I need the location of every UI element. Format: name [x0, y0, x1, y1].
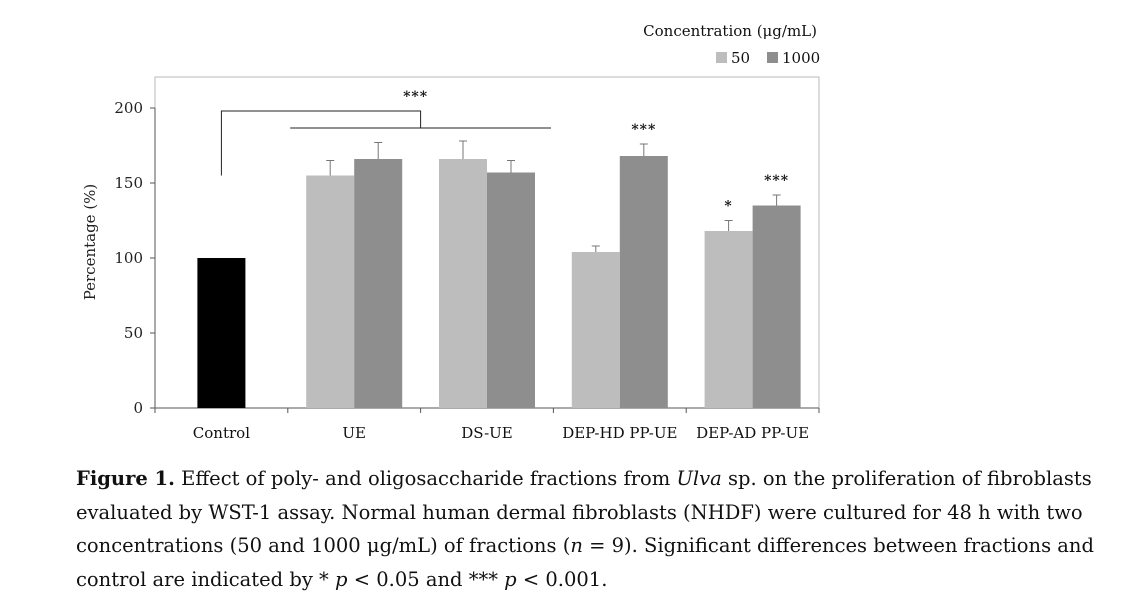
caption-p-symbol-1: p — [335, 567, 348, 591]
bar-50-ue — [306, 175, 355, 408]
x-tick-label-1: UE — [342, 424, 366, 442]
x-tick-label-3: DEP-HD PP-UE — [562, 424, 677, 442]
significance-1000-4: *** — [764, 173, 789, 189]
bar-50-ds-ue — [439, 159, 487, 408]
bar-50-dep-ad-pp-ue — [704, 231, 753, 408]
caption-p-symbol-2: p — [504, 567, 517, 591]
caption-text-4: < 0.05 and *** — [347, 567, 505, 591]
y-tick-label-50: 50 — [124, 324, 143, 342]
legend-label-1000: 1000 — [782, 49, 820, 67]
bar-1000-ds-ue — [487, 172, 535, 408]
significance-1000-3: *** — [631, 122, 656, 138]
caption-label: Figure 1. — [76, 467, 175, 490]
bar-1000-dep-ad-pp-ue — [752, 205, 801, 408]
caption-text-3: = 9). Significant differences between fr… — [76, 534, 1094, 591]
y-tick-label-0: 0 — [133, 399, 143, 417]
x-tick-label-0: Control — [193, 424, 250, 442]
y-axis-label: Percentage (%) — [81, 184, 99, 301]
caption-text-1: Effect of poly- and oligosaccharide frac… — [174, 467, 677, 490]
caption-species: Ulva — [676, 467, 722, 490]
bar-chart: 0 50 100 150 200 Control UE DS-UE DEP-HD PP-UE DE… — [81, 22, 820, 442]
y-tick-label-100: 100 — [114, 249, 143, 267]
x-tick-label-2: DS-UE — [461, 424, 513, 442]
bar-1000-dep-hd-pp-ue — [619, 156, 668, 408]
legend-label-50: 50 — [731, 49, 750, 67]
figure-caption: Figure 1. Effect of poly- and oligosacch… — [76, 462, 1096, 596]
x-tick-label-4: DEP-AD PP-UE — [696, 424, 809, 442]
legend-title: Concentration (μg/mL) — [643, 22, 817, 40]
legend-swatch-50 — [716, 52, 727, 63]
caption-n-symbol: n — [570, 534, 583, 557]
legend-swatch-1000 — [767, 52, 778, 63]
significance-bracket-control — [220, 110, 422, 176]
bar-1000-ue — [354, 159, 403, 408]
bar-50-dep-hd-pp-ue — [571, 252, 620, 408]
y-tick-label-200: 200 — [114, 99, 143, 117]
caption-text-2: sp. on the proliferation of fibroblasts … — [76, 467, 1092, 557]
caption-text-5: < 0.001. — [516, 567, 608, 591]
y-tick-label-150: 150 — [114, 174, 143, 192]
significance-group-label: *** — [403, 89, 428, 105]
bar-control — [197, 258, 246, 408]
significance-50-4: * — [724, 199, 732, 215]
